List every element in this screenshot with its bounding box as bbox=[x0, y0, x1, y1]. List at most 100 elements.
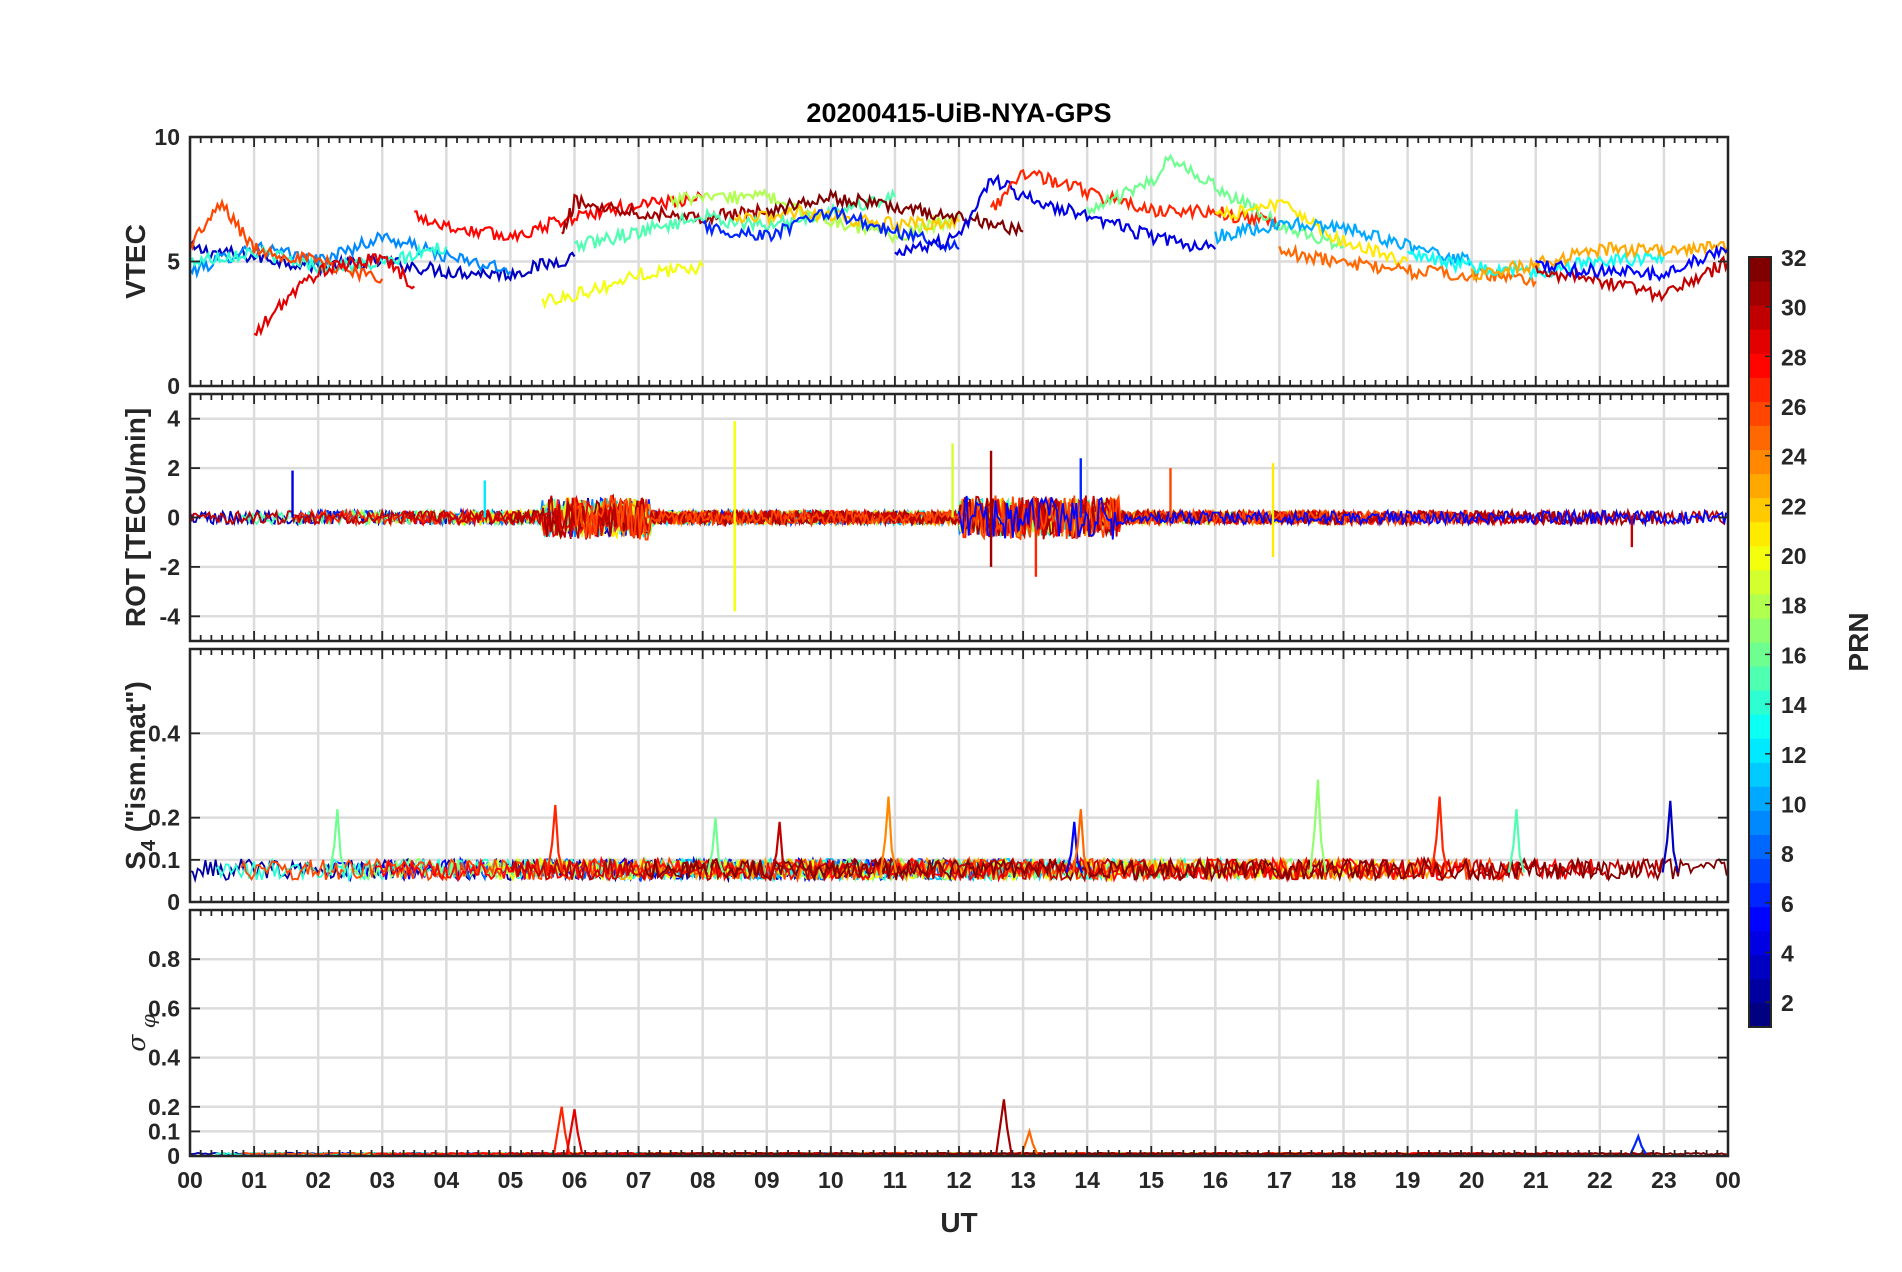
colorbar-swatch bbox=[1749, 642, 1771, 667]
x-tick-label: 12 bbox=[946, 1167, 972, 1193]
y-tick-label: 0 bbox=[167, 505, 180, 531]
colorbar-swatch bbox=[1749, 401, 1771, 426]
colorbar-swatch bbox=[1749, 666, 1771, 691]
colorbar-swatch bbox=[1749, 521, 1771, 547]
series-prn-10 bbox=[1214, 216, 1473, 268]
y-tick-label: 0 bbox=[167, 889, 180, 915]
series-prn-5 bbox=[1535, 244, 1728, 282]
plot-area bbox=[190, 779, 1728, 884]
peak-prn-16 bbox=[328, 809, 347, 873]
colorbar-swatch bbox=[1749, 617, 1771, 643]
y-tick-label: -2 bbox=[160, 554, 180, 580]
panel-VTEC: 0 5 10 VTEC bbox=[120, 124, 1730, 399]
series-prn-20 bbox=[541, 259, 704, 310]
series-prn-9 bbox=[190, 231, 512, 280]
x-tick-label: 17 bbox=[1267, 1167, 1293, 1193]
x-tick-label: 00 bbox=[177, 1167, 203, 1193]
y-tick-label: 0.4 bbox=[148, 720, 180, 746]
colorbar-tick-label: 18 bbox=[1781, 593, 1807, 619]
colorbar-swatch bbox=[1749, 738, 1771, 763]
colorbar-swatch bbox=[1749, 449, 1771, 475]
x-tick-label: 04 bbox=[434, 1167, 460, 1193]
series-prn-29 bbox=[253, 253, 415, 337]
series-prn-32 bbox=[765, 188, 1024, 238]
colorbar-tick-label: 6 bbox=[1781, 891, 1794, 917]
series-prn-16 bbox=[1086, 153, 1344, 251]
x-tick-label: 00 bbox=[1715, 1167, 1741, 1193]
x-tick-label: 19 bbox=[1395, 1167, 1421, 1193]
y-tick-label: 0.8 bbox=[148, 946, 180, 972]
colorbar-tick-label: 8 bbox=[1781, 841, 1794, 867]
series-prn-32 bbox=[644, 855, 1728, 883]
peak-prn-25 bbox=[1072, 809, 1090, 873]
colorbar-swatch bbox=[1749, 305, 1771, 330]
colorbar-swatch bbox=[1749, 377, 1771, 402]
y-tick-label: 2 bbox=[167, 455, 180, 481]
colorbar-frame bbox=[1748, 256, 1772, 1028]
x-tick-label: 10 bbox=[818, 1167, 844, 1193]
colorbar-tick-label: 12 bbox=[1781, 742, 1807, 768]
y-axis-label: ROT [TECU/min] bbox=[120, 408, 151, 627]
y-tick-label: 0.1 bbox=[148, 847, 180, 873]
peak-prn-29 bbox=[565, 1109, 584, 1155]
colorbar-swatch bbox=[1749, 882, 1771, 908]
colorbar-swatch bbox=[1749, 353, 1771, 378]
y-tick-label: 0 bbox=[167, 373, 180, 399]
y-tick-label: 0.6 bbox=[148, 995, 180, 1021]
x-tick-label: 05 bbox=[498, 1167, 524, 1193]
y-axis-label: VTEC bbox=[120, 224, 151, 299]
x-tick-label: 16 bbox=[1203, 1167, 1229, 1193]
series-prn-5 bbox=[958, 495, 1727, 540]
colorbar-swatch bbox=[1749, 593, 1771, 619]
y-tick-label: 0.2 bbox=[148, 1094, 180, 1120]
y-tick-label: -4 bbox=[160, 603, 181, 629]
colorbar-swatch bbox=[1749, 978, 1771, 1004]
x-tick-label: 14 bbox=[1074, 1167, 1100, 1193]
colorbar-swatch bbox=[1749, 786, 1771, 811]
colorbar-tick-label: 30 bbox=[1781, 295, 1807, 321]
colorbar-swatch bbox=[1749, 425, 1771, 450]
colorbar-tick-label: 2 bbox=[1781, 990, 1794, 1016]
colorbar-tick-label: 10 bbox=[1781, 791, 1807, 817]
colorbar-swatch bbox=[1749, 834, 1771, 860]
y-tick-label: 0 bbox=[167, 1143, 180, 1169]
peak-prn-27 bbox=[552, 1106, 571, 1155]
y-tick-label: 5 bbox=[167, 249, 180, 275]
peak-prn-16 bbox=[706, 817, 725, 873]
x-tick-label: 02 bbox=[305, 1167, 331, 1193]
colorbar-swatch bbox=[1749, 281, 1771, 306]
colorbar-swatch bbox=[1749, 497, 1771, 523]
colorbar-swatch bbox=[1749, 257, 1771, 282]
series-prn-26 bbox=[573, 493, 1472, 541]
series-prn-13 bbox=[1406, 247, 1665, 281]
series-prn-30 bbox=[190, 493, 1727, 540]
series-prn-23 bbox=[1470, 240, 1728, 281]
series-prn-22 bbox=[733, 203, 960, 235]
peak-prn-3 bbox=[1661, 800, 1680, 873]
x-tick-label: 21 bbox=[1523, 1167, 1549, 1193]
colorbar-tick-label: 28 bbox=[1781, 344, 1807, 370]
x-tick-label: 13 bbox=[1010, 1167, 1036, 1193]
colorbar-swatch bbox=[1749, 810, 1771, 835]
series-prn-6 bbox=[702, 206, 960, 253]
y-tick-label: 0.2 bbox=[148, 805, 180, 831]
plot-area bbox=[190, 153, 1728, 337]
colorbar-swatch bbox=[1749, 569, 1771, 595]
x-tick-label: 15 bbox=[1138, 1167, 1164, 1193]
x-tick-label: 07 bbox=[626, 1167, 652, 1193]
peak-prn-25 bbox=[1020, 1127, 1039, 1155]
x-tick-label: 23 bbox=[1651, 1167, 1677, 1193]
colorbar-swatch bbox=[1749, 954, 1771, 980]
peak-prn-27 bbox=[546, 804, 565, 873]
peak-prn-17 bbox=[1309, 779, 1327, 873]
colorbar-swatch bbox=[1749, 906, 1771, 932]
x-tick-label: 09 bbox=[754, 1167, 780, 1193]
y-tick-label: 0.4 bbox=[148, 1045, 180, 1071]
colorbar-tick-label: 16 bbox=[1781, 642, 1807, 668]
colorbar-swatch bbox=[1749, 930, 1771, 956]
y-axis-label: σ φ bbox=[122, 1014, 160, 1051]
peak-prn-24 bbox=[879, 796, 898, 873]
